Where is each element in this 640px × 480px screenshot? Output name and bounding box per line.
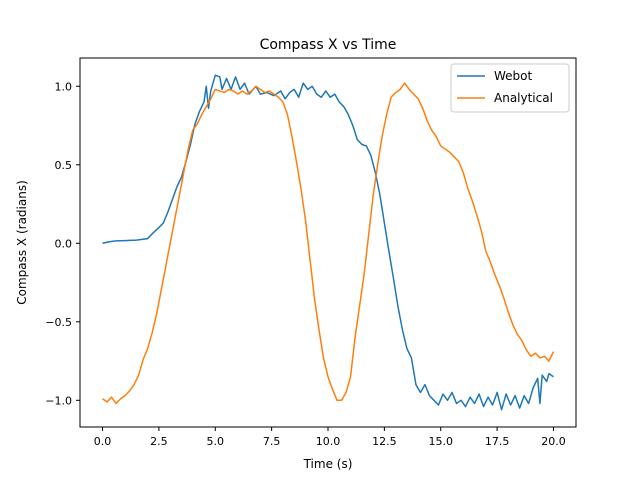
- x-tick-label: 2.5: [150, 435, 168, 448]
- y-tick-label: 0.5: [55, 159, 73, 172]
- x-tick-label: 12.5: [372, 435, 397, 448]
- y-tick-label: 1.0: [55, 80, 73, 93]
- y-tick-label: −0.5: [45, 316, 72, 329]
- x-tick-label: 17.5: [485, 435, 510, 448]
- legend-label-analytical: Analytical: [494, 91, 553, 105]
- legend-label-webot: Webot: [494, 69, 533, 83]
- x-axis-label: Time (s): [303, 457, 353, 471]
- x-tick-label: 0.0: [94, 435, 112, 448]
- x-tick-label: 15.0: [428, 435, 453, 448]
- chart-title: Compass X vs Time: [260, 37, 397, 53]
- x-axis: 0.0 2.5 5.0 7.5 10.0 12.5 15.0 17.5 20.0: [94, 427, 566, 448]
- y-tick-label: −1.0: [45, 394, 72, 407]
- x-tick-label: 20.0: [541, 435, 566, 448]
- y-tick-label: 0.0: [55, 237, 73, 250]
- x-tick-label: 5.0: [207, 435, 225, 448]
- y-axis: −1.0 −0.5 0.0 0.5 1.0: [45, 80, 80, 407]
- legend: Webot Analytical: [450, 63, 570, 113]
- plot-lines: [102, 74, 555, 411]
- y-axis-label: Compass X (radians): [15, 180, 29, 305]
- x-tick-label: 10.0: [316, 435, 341, 448]
- series-line-webot: [102, 74, 554, 411]
- x-tick-label: 7.5: [263, 435, 281, 448]
- series-line-analytical: [102, 82, 555, 405]
